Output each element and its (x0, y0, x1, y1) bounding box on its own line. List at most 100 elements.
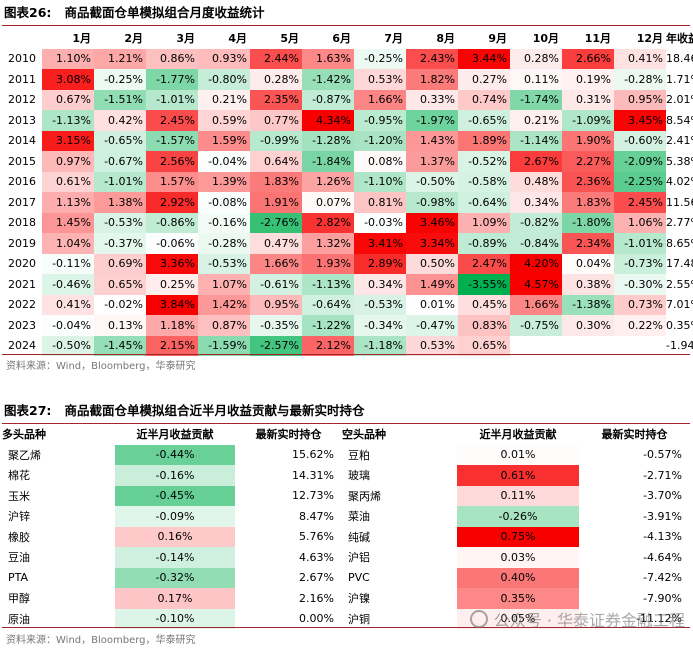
month-return-cell: 0.33% (406, 89, 458, 110)
long-contrib-cell: 0.16% (115, 526, 235, 547)
month-return-cell: -1.80% (562, 212, 614, 233)
long-pos-cell: 5.76% (299, 530, 334, 544)
month-return-cell: 0.42% (94, 110, 146, 131)
long-contrib-cell: -0.32% (115, 567, 235, 588)
short-pos-cell: -11.12% (636, 612, 682, 626)
month-return-cell: 0.74% (458, 89, 510, 110)
month-return-cell: 2.67% (510, 151, 562, 172)
table-row: 2013 -1.13% 0.42% 2.45% 0.59% 0.77% 4.34% -0.95… (2, 110, 693, 131)
month-return-cell: 0.31% (562, 89, 614, 110)
short-contrib-cell: 0.11% (457, 485, 579, 506)
short-name-cell: 沪镍 (348, 592, 370, 606)
month-return-cell: -0.08% (198, 192, 250, 213)
month-return-cell: -2.09% (614, 151, 666, 172)
short-contrib-cell: -0.26% (457, 506, 579, 527)
table-row: 2014 3.15% -0.65% -1.57% 1.59% -0.99% -1.28% -1… (2, 130, 693, 151)
month-return-cell: -1.14% (510, 130, 562, 151)
long-name-cell: PTA (8, 571, 29, 585)
month-return-cell: -0.60% (614, 130, 666, 151)
year-cell: 2018 (8, 216, 36, 230)
month-return-cell: -0.99% (250, 130, 302, 151)
table-row: 聚乙烯 -0.44% 15.62% 豆粕 0.01% -0.57% (2, 444, 690, 465)
long-name-cell: 棉花 (8, 469, 30, 483)
month-return-cell: 2.35% (250, 89, 302, 110)
table-row: 棉花 -0.16% 14.31% 玻璃 0.61% -2.71% (2, 465, 690, 486)
month-return-cell: 0.81% (354, 192, 406, 213)
month-return-cell: -0.61% (250, 274, 302, 295)
month-return-cell: -2.25% (614, 171, 666, 192)
month-return-cell: 0.61% (42, 171, 94, 192)
fig26-header-col: 8月 (436, 32, 455, 46)
year-cell: 2017 (8, 195, 36, 209)
table-row: 豆油 -0.14% 4.63% 沪铝 0.03% -4.64% (2, 547, 690, 568)
short-name-cell: 菜油 (348, 510, 370, 524)
month-return-cell: 0.97% (42, 151, 94, 172)
annual-return-cell: 2.41% (666, 134, 693, 148)
month-return-cell: 2.27% (562, 151, 614, 172)
long-pos-cell: 15.62% (292, 448, 334, 462)
month-return-cell: 1.93% (302, 253, 354, 274)
long-contrib-cell: -0.16% (115, 465, 235, 486)
fig27-header-col: 空头品种 (342, 428, 386, 442)
month-return-cell: -1.28% (302, 130, 354, 151)
month-return-cell: 1.04% (42, 233, 94, 254)
month-return-cell: 3.15% (42, 130, 94, 151)
long-contrib-cell: -0.10% (115, 608, 235, 629)
month-return-cell: 0.50% (406, 253, 458, 274)
annual-return-cell: 5.38% (666, 154, 693, 168)
month-return-cell: 1.83% (250, 171, 302, 192)
month-return-cell: -0.53% (354, 294, 406, 315)
month-return-cell: -1.38% (562, 294, 614, 315)
month-return-cell: -0.46% (42, 274, 94, 295)
month-return-cell: -0.67% (94, 151, 146, 172)
annual-return-cell: 17.48% (666, 257, 693, 271)
long-pos-cell: 12.73% (292, 489, 334, 503)
month-return-cell: 1.10% (42, 48, 94, 69)
month-return-cell: -0.64% (458, 192, 510, 213)
month-return-cell: 1.91% (250, 192, 302, 213)
year-cell: 2015 (8, 154, 36, 168)
year-cell: 2022 (8, 298, 36, 312)
month-return-cell: 0.01% (406, 294, 458, 315)
month-return-cell: 1.90% (562, 130, 614, 151)
month-return-cell: 1.49% (406, 274, 458, 295)
month-return-cell: 0.77% (250, 110, 302, 131)
month-return-cell: -0.25% (94, 69, 146, 90)
long-pos-cell: 0.00% (299, 612, 334, 626)
table-row: PTA -0.32% 2.67% PVC 0.40% -7.42% (2, 567, 690, 588)
month-return-cell: 2.89% (354, 253, 406, 274)
year-cell: 2013 (8, 113, 36, 127)
month-return-cell: 0.53% (406, 335, 458, 356)
fig27-header-col: 最新实时持仓 (255, 428, 322, 442)
month-return-cell: -0.53% (198, 253, 250, 274)
month-return-cell: 0.59% (198, 110, 250, 131)
watermark-text: 公众号 · 华泰证券金融工程 (493, 611, 685, 630)
month-return-cell (614, 335, 666, 356)
short-name-cell: 玻璃 (348, 469, 370, 483)
month-return-cell: -0.04% (42, 315, 94, 336)
month-return-cell: -0.28% (198, 233, 250, 254)
month-return-cell: -1.09% (562, 110, 614, 131)
month-return-cell: 0.64% (250, 151, 302, 172)
month-return-cell: 2.56% (146, 151, 198, 172)
fig27-source: 资料来源：Wind，Bloomberg，华泰研究 (6, 635, 196, 646)
month-return-cell: -0.89% (458, 233, 510, 254)
fig26-header-col: 2月 (124, 32, 143, 46)
short-name-cell: PVC (348, 571, 370, 585)
month-return-cell: 1.09% (458, 212, 510, 233)
short-pos-cell: -2.71% (643, 468, 682, 482)
month-return-cell: 1.66% (354, 89, 406, 110)
annual-return-cell: 2.01% (666, 93, 693, 107)
fig26-header-col: 5月 (280, 32, 299, 46)
month-return-cell: -3.55% (458, 274, 510, 295)
month-return-cell: 1.18% (146, 315, 198, 336)
month-return-cell: 2.44% (250, 48, 302, 69)
month-return-cell: -2.57% (250, 335, 302, 356)
month-return-cell: 2.82% (302, 212, 354, 233)
fig26-header-col: 6月 (332, 32, 351, 46)
month-return-cell: 0.08% (354, 151, 406, 172)
table-row: 2016 0.61% -1.01% 1.57% 1.39% 1.83% 1.26% -1.10… (2, 171, 693, 192)
month-return-cell: 0.95% (614, 89, 666, 110)
month-return-cell: -1.84% (302, 151, 354, 172)
month-return-cell: 0.93% (198, 48, 250, 69)
